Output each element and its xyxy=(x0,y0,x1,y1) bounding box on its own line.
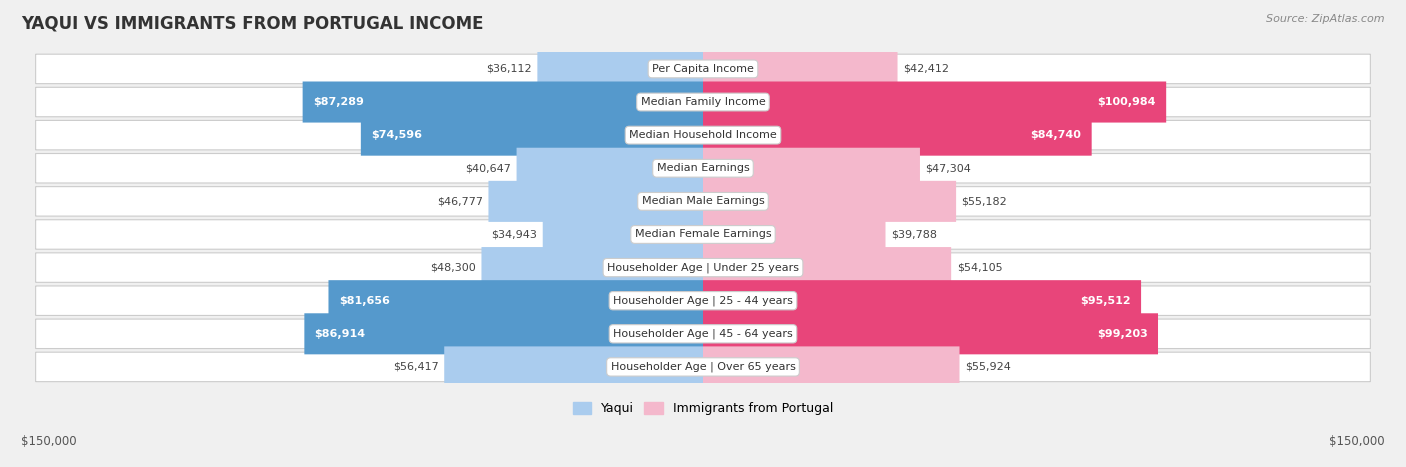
FancyBboxPatch shape xyxy=(703,313,1159,354)
Text: $55,924: $55,924 xyxy=(965,362,1011,372)
FancyBboxPatch shape xyxy=(35,352,1371,382)
FancyBboxPatch shape xyxy=(35,253,1371,283)
FancyBboxPatch shape xyxy=(35,54,1371,84)
FancyBboxPatch shape xyxy=(703,280,1142,321)
FancyBboxPatch shape xyxy=(361,114,703,156)
Text: $100,984: $100,984 xyxy=(1097,97,1156,107)
Text: $54,105: $54,105 xyxy=(956,262,1002,273)
FancyBboxPatch shape xyxy=(516,148,703,189)
Text: $48,300: $48,300 xyxy=(430,262,477,273)
Text: $150,000: $150,000 xyxy=(21,435,77,448)
FancyBboxPatch shape xyxy=(703,49,897,90)
Text: $46,777: $46,777 xyxy=(437,196,482,206)
Text: Median Household Income: Median Household Income xyxy=(628,130,778,140)
Text: $42,412: $42,412 xyxy=(903,64,949,74)
FancyBboxPatch shape xyxy=(35,220,1371,249)
FancyBboxPatch shape xyxy=(703,114,1091,156)
Text: Householder Age | 25 - 44 years: Householder Age | 25 - 44 years xyxy=(613,296,793,306)
Text: $86,914: $86,914 xyxy=(315,329,366,339)
FancyBboxPatch shape xyxy=(481,247,703,288)
FancyBboxPatch shape xyxy=(703,347,959,388)
FancyBboxPatch shape xyxy=(703,181,956,222)
Text: $55,182: $55,182 xyxy=(962,196,1007,206)
Text: Householder Age | Under 25 years: Householder Age | Under 25 years xyxy=(607,262,799,273)
FancyBboxPatch shape xyxy=(543,214,703,255)
FancyBboxPatch shape xyxy=(304,313,703,354)
Text: $150,000: $150,000 xyxy=(1329,435,1385,448)
FancyBboxPatch shape xyxy=(703,214,886,255)
Text: $39,788: $39,788 xyxy=(891,229,936,240)
FancyBboxPatch shape xyxy=(703,148,920,189)
Text: Median Earnings: Median Earnings xyxy=(657,163,749,173)
FancyBboxPatch shape xyxy=(444,347,703,388)
FancyBboxPatch shape xyxy=(537,49,703,90)
FancyBboxPatch shape xyxy=(35,154,1371,183)
Text: $74,596: $74,596 xyxy=(371,130,422,140)
Text: $56,417: $56,417 xyxy=(394,362,439,372)
FancyBboxPatch shape xyxy=(35,87,1371,117)
Text: Median Female Earnings: Median Female Earnings xyxy=(634,229,772,240)
FancyBboxPatch shape xyxy=(35,187,1371,216)
Text: $34,943: $34,943 xyxy=(491,229,537,240)
FancyBboxPatch shape xyxy=(329,280,703,321)
FancyBboxPatch shape xyxy=(703,247,952,288)
Text: $47,304: $47,304 xyxy=(925,163,972,173)
FancyBboxPatch shape xyxy=(488,181,703,222)
FancyBboxPatch shape xyxy=(35,319,1371,348)
Text: Source: ZipAtlas.com: Source: ZipAtlas.com xyxy=(1267,14,1385,24)
FancyBboxPatch shape xyxy=(35,120,1371,150)
Text: $36,112: $36,112 xyxy=(486,64,531,74)
FancyBboxPatch shape xyxy=(35,286,1371,315)
Text: $87,289: $87,289 xyxy=(314,97,364,107)
Text: Median Male Earnings: Median Male Earnings xyxy=(641,196,765,206)
Text: YAQUI VS IMMIGRANTS FROM PORTUGAL INCOME: YAQUI VS IMMIGRANTS FROM PORTUGAL INCOME xyxy=(21,14,484,32)
Text: Householder Age | Over 65 years: Householder Age | Over 65 years xyxy=(610,361,796,372)
FancyBboxPatch shape xyxy=(703,82,1166,122)
Text: $99,203: $99,203 xyxy=(1097,329,1147,339)
Text: $81,656: $81,656 xyxy=(339,296,389,306)
Text: $95,512: $95,512 xyxy=(1080,296,1130,306)
Text: $84,740: $84,740 xyxy=(1031,130,1081,140)
Text: Householder Age | 45 - 64 years: Householder Age | 45 - 64 years xyxy=(613,329,793,339)
Text: Median Family Income: Median Family Income xyxy=(641,97,765,107)
Text: $40,647: $40,647 xyxy=(465,163,510,173)
Legend: Yaqui, Immigrants from Portugal: Yaqui, Immigrants from Portugal xyxy=(568,397,838,420)
Text: Per Capita Income: Per Capita Income xyxy=(652,64,754,74)
FancyBboxPatch shape xyxy=(302,82,703,122)
